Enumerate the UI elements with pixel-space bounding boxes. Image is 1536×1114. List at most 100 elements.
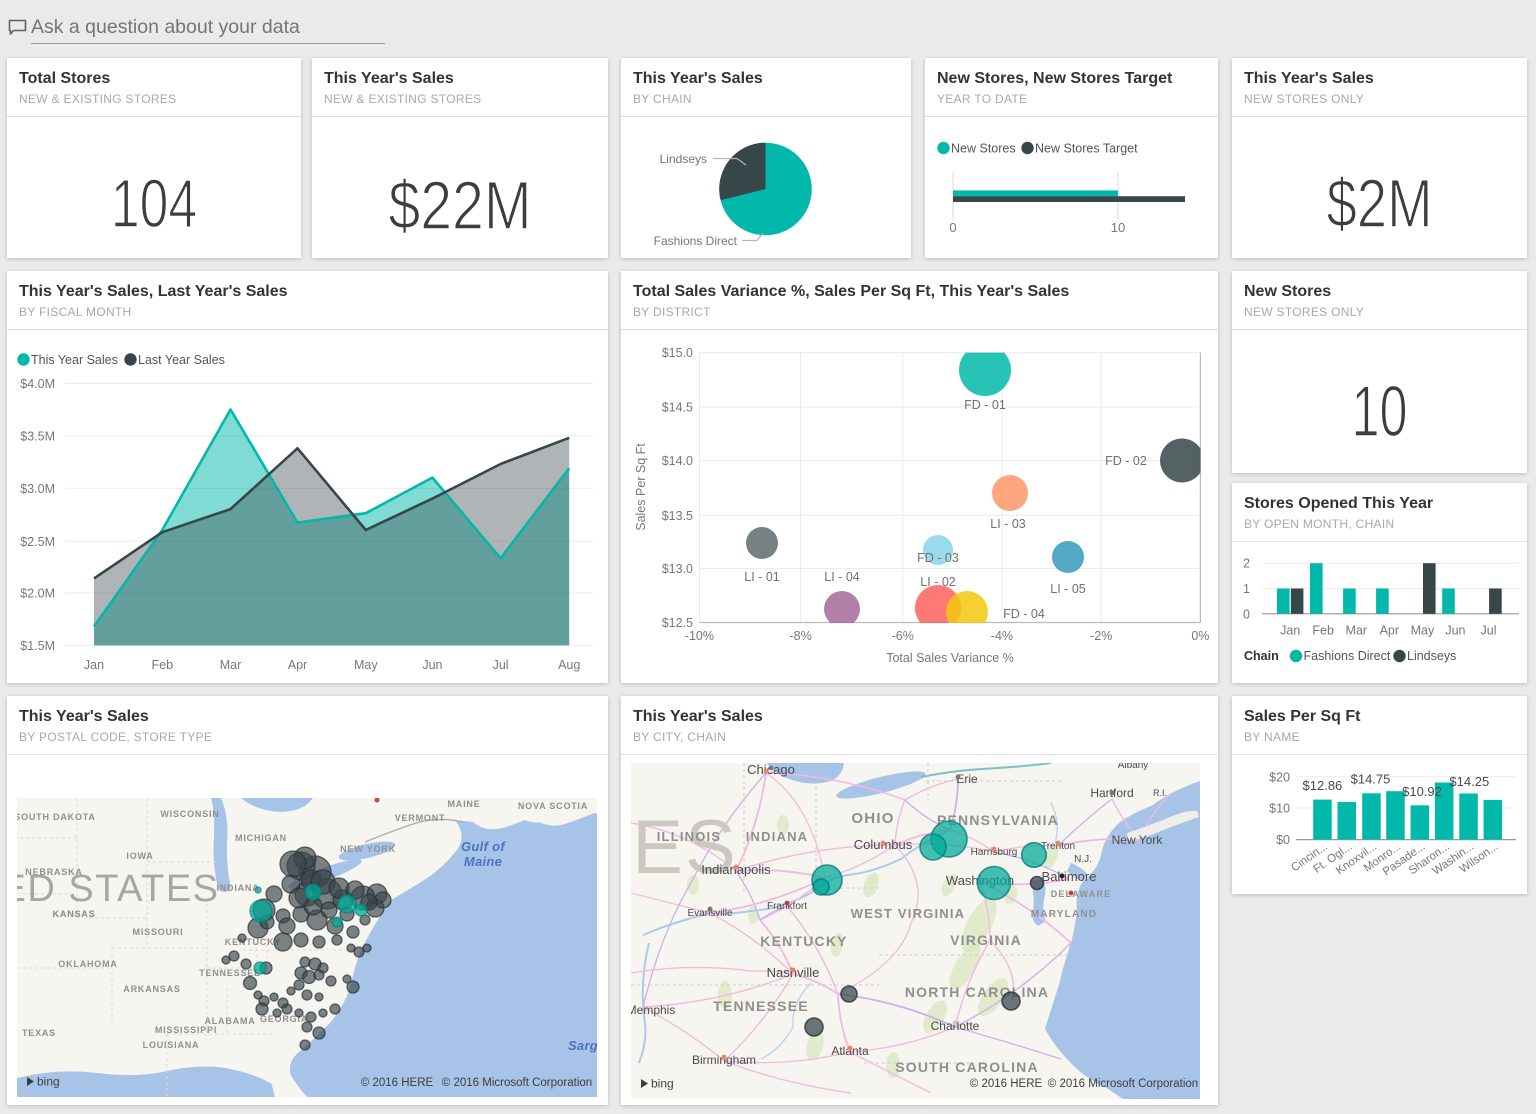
- svg-text:$3.5M: $3.5M: [20, 429, 55, 443]
- svg-text:$1.5M: $1.5M: [20, 639, 55, 653]
- svg-text:Gulf of: Gulf of: [461, 839, 506, 854]
- svg-text:LI - 05: LI - 05: [1050, 582, 1085, 596]
- svg-text:Aug: Aug: [558, 658, 580, 672]
- svg-text:NORTH CAROLINA: NORTH CAROLINA: [905, 984, 1049, 1000]
- svg-text:Evansville: Evansville: [687, 908, 732, 919]
- svg-text:ARKANSAS: ARKANSAS: [123, 984, 180, 994]
- svg-text:Indianapolis: Indianapolis: [701, 862, 771, 877]
- svg-text:SOUTH CAROLINA: SOUTH CAROLINA: [895, 1059, 1039, 1075]
- svg-text:Erie: Erie: [956, 772, 978, 786]
- svg-text:Mar: Mar: [220, 658, 242, 672]
- svg-text:© 2016 Microsoft Corporation: © 2016 Microsoft Corporation: [442, 1077, 592, 1089]
- svg-text:$15.0: $15.0: [662, 346, 693, 360]
- svg-text:Apr: Apr: [288, 658, 307, 672]
- svg-text:Last Year Sales: Last Year Sales: [138, 353, 225, 367]
- svg-text:MISSOURI: MISSOURI: [133, 927, 184, 937]
- svg-text:Jan: Jan: [1280, 624, 1300, 638]
- svg-text:VERMONT: VERMONT: [395, 813, 446, 823]
- svg-text:0%: 0%: [1191, 629, 1209, 643]
- svg-text:OHIO: OHIO: [851, 810, 894, 827]
- svg-text:IOWA: IOWA: [126, 851, 153, 861]
- svg-text:OKLAHOMA: OKLAHOMA: [58, 959, 117, 969]
- svg-text:Fashions Direct: Fashions Direct: [654, 234, 738, 248]
- svg-text:Lindseys: Lindseys: [660, 152, 707, 166]
- svg-text:-6%: -6%: [892, 629, 914, 643]
- svg-text:$20: $20: [1269, 770, 1290, 784]
- svg-text:Sarg: Sarg: [568, 1038, 597, 1053]
- svg-text:Atlanta: Atlanta: [831, 1044, 869, 1058]
- svg-text:Nashville: Nashville: [767, 965, 820, 980]
- svg-text:$2.0M: $2.0M: [20, 587, 55, 601]
- svg-text:Birmingham: Birmingham: [692, 1053, 756, 1067]
- svg-text:TENNESSEE: TENNESSEE: [713, 998, 809, 1014]
- svg-text:This Year Sales: This Year Sales: [31, 353, 118, 367]
- svg-text:KANSAS: KANSAS: [53, 909, 96, 919]
- svg-text:LI - 03: LI - 03: [990, 517, 1025, 531]
- svg-text:1: 1: [1243, 582, 1250, 596]
- svg-text:Maine: Maine: [464, 854, 502, 869]
- svg-text:NOVA SCOTIA: NOVA SCOTIA: [518, 801, 588, 811]
- svg-text:$14.75: $14.75: [1351, 772, 1391, 787]
- svg-text:Trenton: Trenton: [1041, 841, 1075, 852]
- svg-text:WISCONSIN: WISCONSIN: [160, 809, 219, 819]
- svg-text:-10%: -10%: [685, 629, 714, 643]
- svg-text:New Stores Target: New Stores Target: [1035, 142, 1138, 156]
- svg-text:$0: $0: [1276, 833, 1290, 847]
- svg-text:$13.0: $13.0: [662, 562, 693, 576]
- svg-text:$10: $10: [1269, 802, 1290, 816]
- svg-text:New Stores: New Stores: [951, 142, 1016, 156]
- svg-text:FD - 02: FD - 02: [1105, 454, 1147, 468]
- svg-text:Lindseys: Lindseys: [1407, 649, 1456, 663]
- svg-text:DELAWARE: DELAWARE: [1051, 889, 1112, 899]
- svg-text:© 2016 HERE: © 2016 HERE: [970, 1078, 1043, 1090]
- svg-text:bing: bing: [651, 1077, 674, 1091]
- svg-text:KANSAS: KANSAS: [53, 909, 96, 919]
- svg-text:LI - 02: LI - 02: [920, 575, 955, 589]
- svg-text:Charlotte: Charlotte: [931, 1019, 980, 1033]
- svg-text:ILLINOIS: ILLINOIS: [657, 829, 722, 844]
- svg-text:ALABAMA: ALABAMA: [204, 1016, 255, 1026]
- svg-text:New York: New York: [1112, 833, 1164, 847]
- svg-text:$13.5: $13.5: [662, 509, 693, 523]
- svg-text:SOUTH DAKOTA: SOUTH DAKOTA: [17, 812, 96, 822]
- svg-text:INDIANA: INDIANA: [746, 829, 809, 844]
- svg-text:Memphis: Memphis: [631, 1003, 675, 1017]
- svg-text:$12.86: $12.86: [1303, 778, 1343, 793]
- svg-text:10: 10: [1111, 220, 1125, 235]
- svg-text:bing: bing: [37, 1075, 60, 1089]
- svg-text:INDIANA: INDIANA: [216, 883, 259, 893]
- svg-text:$4.0M: $4.0M: [20, 377, 55, 391]
- svg-text:TEXAS: TEXAS: [22, 1028, 56, 1038]
- svg-text:Harrisburg: Harrisburg: [971, 847, 1018, 858]
- svg-text:$12.5: $12.5: [662, 616, 693, 630]
- svg-text:ES: ES: [632, 805, 737, 890]
- svg-text:LI - 01: LI - 01: [744, 570, 779, 584]
- svg-text:Jan: Jan: [84, 658, 104, 672]
- svg-text:© 2016 Microsoft Corporation: © 2016 Microsoft Corporation: [1048, 1078, 1198, 1090]
- svg-text:Chain: Chain: [1244, 649, 1279, 663]
- svg-text:FD - 01: FD - 01: [964, 398, 1006, 412]
- svg-text:MAINE: MAINE: [448, 799, 481, 809]
- svg-text:GEORGIA: GEORGIA: [260, 1014, 308, 1024]
- svg-text:-8%: -8%: [789, 629, 811, 643]
- svg-text:FD - 04: FD - 04: [1003, 607, 1045, 621]
- svg-text:Jul: Jul: [493, 658, 509, 672]
- svg-text:$3.0M: $3.0M: [20, 482, 55, 496]
- svg-text:Fashions Direct: Fashions Direct: [1304, 649, 1391, 663]
- svg-text:-2%: -2%: [1090, 629, 1112, 643]
- svg-text:May: May: [1411, 624, 1435, 638]
- svg-text:KENTUCKY: KENTUCKY: [760, 933, 847, 949]
- svg-text:$14.25: $14.25: [1449, 774, 1489, 789]
- svg-text:KENTUCKY: KENTUCKY: [225, 937, 281, 947]
- svg-text:TENNESSEE: TENNESSEE: [199, 968, 261, 978]
- svg-text:VIRGINIA: VIRGINIA: [950, 932, 1022, 948]
- svg-text:NEBRASKA: NEBRASKA: [25, 867, 82, 877]
- svg-text:PENNSYLVANIA: PENNSYLVANIA: [937, 812, 1059, 828]
- svg-text:Jun: Jun: [422, 658, 442, 672]
- svg-text:$10.92: $10.92: [1402, 784, 1442, 799]
- svg-text:NEW YORK: NEW YORK: [340, 844, 396, 854]
- svg-text:$14.5: $14.5: [662, 401, 693, 415]
- svg-text:Jun: Jun: [1445, 624, 1465, 638]
- svg-text:FD - 03: FD - 03: [917, 551, 959, 565]
- svg-text:ED STATES: ED STATES: [17, 868, 220, 910]
